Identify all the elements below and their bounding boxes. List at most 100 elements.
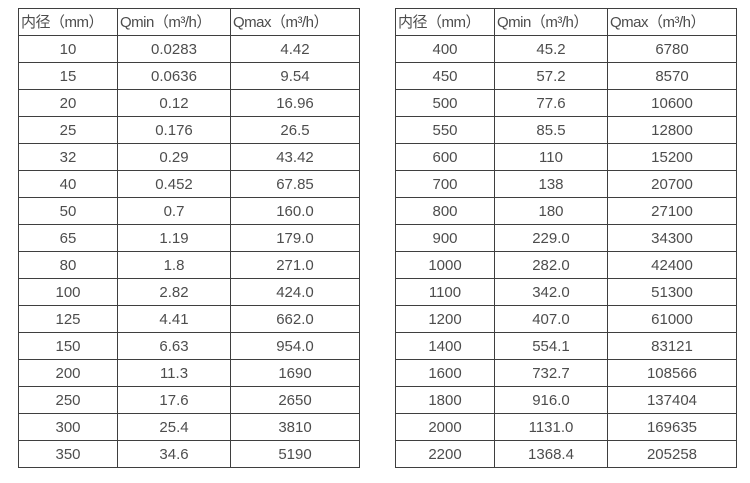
qmax-cell: 83121 <box>607 332 737 360</box>
qmin-cell: 25.4 <box>117 413 231 441</box>
qmin-cell: 732.7 <box>494 359 608 387</box>
qmax-cell: 26.5 <box>230 116 360 144</box>
qmax-cell: 8570 <box>607 62 737 90</box>
qmin-cell: 1368.4 <box>494 440 608 468</box>
diameter-cell: 15 <box>18 62 118 90</box>
qmax-cell: 61000 <box>607 305 737 333</box>
diameter-cell: 700 <box>395 170 495 198</box>
qmin-cell: 34.6 <box>117 440 231 468</box>
table-row: 10 0.0283 4.42 <box>18 35 360 63</box>
table-row: 600 110 15200 <box>395 143 737 171</box>
qmin-cell: 2.82 <box>117 278 231 306</box>
table-row: 80 1.8 271.0 <box>18 251 360 279</box>
qmin-cell: 229.0 <box>494 224 608 252</box>
table-row: 300 25.4 3810 <box>18 413 360 441</box>
qmin-cell: 282.0 <box>494 251 608 279</box>
qmin-cell: 554.1 <box>494 332 608 360</box>
qmax-cell: 12800 <box>607 116 737 144</box>
diameter-cell: 20 <box>18 89 118 117</box>
diameter-cell: 50 <box>18 197 118 225</box>
diameter-cell: 800 <box>395 197 495 225</box>
table-row: 900 229.0 34300 <box>395 224 737 252</box>
qmin-cell: 0.0283 <box>117 35 231 63</box>
qmin-cell: 0.12 <box>117 89 231 117</box>
qmax-cell: 108566 <box>607 359 737 387</box>
qmin-cell: 1.19 <box>117 224 231 252</box>
qmin-cell: 0.0636 <box>117 62 231 90</box>
table-row: 350 34.6 5190 <box>18 440 360 468</box>
qmin-cell: 57.2 <box>494 62 608 90</box>
diameter-cell: 350 <box>18 440 118 468</box>
column-header: Qmin（m³/h） <box>117 8 231 36</box>
diameter-cell: 250 <box>18 386 118 414</box>
qmin-cell: 180 <box>494 197 608 225</box>
column-header: 内径（mm） <box>395 8 495 36</box>
table-row: 1400 554.1 83121 <box>395 332 737 360</box>
column-header: Qmax（m³/h） <box>230 8 360 36</box>
column-header: Qmin（m³/h） <box>494 8 608 36</box>
qmax-cell: 34300 <box>607 224 737 252</box>
table-row: 200 11.3 1690 <box>18 359 360 387</box>
flow-range-tables-page: 内径（mm） Qmin（m³/h） Qmax（m³/h） 10 0.0283 4.42 1… <box>18 8 737 468</box>
table-row: 1000 282.0 42400 <box>395 251 737 279</box>
diameter-cell: 32 <box>18 143 118 171</box>
table-row: 250 17.6 2650 <box>18 386 360 414</box>
diameter-cell: 1100 <box>395 278 495 306</box>
table-body: 400 45.2 6780 450 57.2 8570 500 77.6 10600 550 85.… <box>395 35 737 468</box>
qmax-cell: 160.0 <box>230 197 360 225</box>
qmax-cell: 169635 <box>607 413 737 441</box>
table-row: 50 0.7 160.0 <box>18 197 360 225</box>
diameter-cell: 80 <box>18 251 118 279</box>
diameter-cell: 1000 <box>395 251 495 279</box>
diameter-cell: 40 <box>18 170 118 198</box>
qmin-cell: 0.176 <box>117 116 231 144</box>
qmax-cell: 15200 <box>607 143 737 171</box>
header-row: 内径（mm） Qmin（m³/h） Qmax（m³/h） <box>18 8 360 36</box>
qmax-cell: 5190 <box>230 440 360 468</box>
diameter-cell: 65 <box>18 224 118 252</box>
diameter-cell: 900 <box>395 224 495 252</box>
qmin-cell: 17.6 <box>117 386 231 414</box>
qmin-cell: 1.8 <box>117 251 231 279</box>
qmax-cell: 205258 <box>607 440 737 468</box>
diameter-cell: 1200 <box>395 305 495 333</box>
table-row: 65 1.19 179.0 <box>18 224 360 252</box>
table-row: 400 45.2 6780 <box>395 35 737 63</box>
qmin-cell: 45.2 <box>494 35 608 63</box>
qmax-cell: 27100 <box>607 197 737 225</box>
table-row: 700 138 20700 <box>395 170 737 198</box>
table-row: 125 4.41 662.0 <box>18 305 360 333</box>
qmax-cell: 179.0 <box>230 224 360 252</box>
table-row: 500 77.6 10600 <box>395 89 737 117</box>
diameter-cell: 1800 <box>395 386 495 414</box>
table-row: 1100 342.0 51300 <box>395 278 737 306</box>
diameter-cell: 2000 <box>395 413 495 441</box>
table-row: 25 0.176 26.5 <box>18 116 360 144</box>
qmin-cell: 138 <box>494 170 608 198</box>
qmin-cell: 77.6 <box>494 89 608 117</box>
table-header-row: 内径（mm） Qmin（m³/h） Qmax（m³/h） <box>18 8 360 36</box>
qmax-cell: 662.0 <box>230 305 360 333</box>
qmax-cell: 16.96 <box>230 89 360 117</box>
qmax-cell: 43.42 <box>230 143 360 171</box>
qmax-cell: 271.0 <box>230 251 360 279</box>
qmin-cell: 85.5 <box>494 116 608 144</box>
flow-table-right: 内径（mm） Qmin（m³/h） Qmax（m³/h） 400 45.2 6780 45… <box>395 8 737 468</box>
qmin-cell: 0.452 <box>117 170 231 198</box>
qmax-cell: 10600 <box>607 89 737 117</box>
table-header-row: 内径（mm） Qmin（m³/h） Qmax（m³/h） <box>395 8 737 36</box>
table-row: 15 0.0636 9.54 <box>18 62 360 90</box>
diameter-cell: 200 <box>18 359 118 387</box>
diameter-cell: 300 <box>18 413 118 441</box>
qmax-cell: 67.85 <box>230 170 360 198</box>
table-row: 20 0.12 16.96 <box>18 89 360 117</box>
table-row: 2000 1131.0 169635 <box>395 413 737 441</box>
diameter-cell: 1400 <box>395 332 495 360</box>
column-header: 内径（mm） <box>18 8 118 36</box>
diameter-cell: 10 <box>18 35 118 63</box>
qmin-cell: 6.63 <box>117 332 231 360</box>
qmin-cell: 342.0 <box>494 278 608 306</box>
diameter-cell: 500 <box>395 89 495 117</box>
table-row: 40 0.452 67.85 <box>18 170 360 198</box>
diameter-cell: 2200 <box>395 440 495 468</box>
